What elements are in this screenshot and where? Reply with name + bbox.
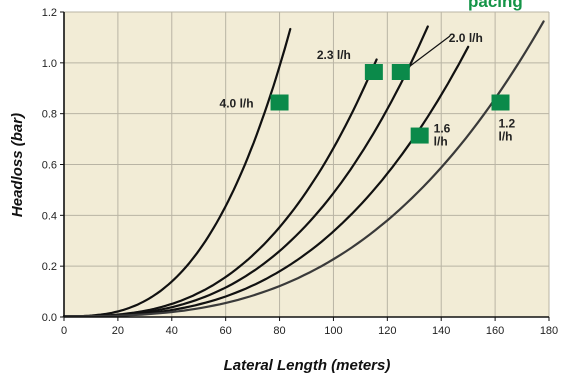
curves [62, 20, 545, 318]
series-label-2-3-l-h: 2.3 l/h [317, 48, 351, 62]
series-label-1-6-l-h: 1.6 [434, 122, 451, 136]
series-line-4-0-l-h [62, 27, 292, 318]
y-tick-label: 1.2 [42, 7, 57, 19]
y-axis-ticks: 0.0 0.2 0.4 0.6 0.8 1.0 1.2 [42, 7, 64, 324]
y-tick-label: 1.0 [42, 58, 57, 70]
series-line-1-2-l-h [62, 20, 545, 318]
series-label-4-0-l-h: 4.0 l/h [220, 97, 254, 111]
x-tick-label: 120 [378, 325, 396, 337]
y-tick-label: 0.2 [42, 261, 57, 273]
x-tick-label: 160 [486, 325, 504, 337]
x-tick-label: 40 [166, 325, 178, 337]
chart-title-fragment: pacing [468, 0, 523, 11]
series-marker-2-3-l-h [364, 64, 383, 80]
series-marker-1-6-l-h [410, 127, 429, 144]
series-label-1-2-l-h: 1.2 [499, 117, 516, 131]
curve-labels: 4.0 l/h2.3 l/h2.0 l/h1.6l/h1.2l/h [220, 31, 516, 149]
x-tick-label: 100 [324, 325, 342, 337]
series-marker-1-2-l-h [491, 94, 510, 111]
y-tick-label: 0.0 [42, 312, 57, 324]
x-tick-label: 60 [220, 325, 232, 337]
markers [270, 64, 510, 144]
x-tick-label: 180 [540, 325, 558, 337]
series-label-1-2-l-h: l/h [499, 130, 513, 144]
y-tick-label: 0.8 [42, 109, 57, 121]
series-marker-2-0-l-h [391, 64, 410, 80]
x-tick-label: 0 [61, 325, 67, 337]
x-tick-label: 140 [432, 325, 450, 337]
x-axis-title: Lateral Length (meters) [224, 357, 391, 374]
grid [64, 11, 550, 317]
label-leaders [408, 35, 451, 68]
series-label-1-6-l-h: l/h [434, 135, 448, 149]
y-tick-label: 0.6 [42, 160, 57, 172]
x-tick-label: 20 [112, 325, 124, 337]
x-axis-ticks: 0 20 40 60 80 100 120 140 160 180 [61, 317, 558, 337]
series-marker-4-0-l-h [270, 94, 289, 111]
label-leader-2-0 [408, 35, 451, 68]
y-axis-title: Headloss (bar) [9, 113, 26, 217]
x-tick-label: 80 [273, 325, 285, 337]
y-tick-label: 0.4 [42, 210, 57, 222]
series-label-2-0-l-h: 2.0 l/h [449, 31, 483, 45]
